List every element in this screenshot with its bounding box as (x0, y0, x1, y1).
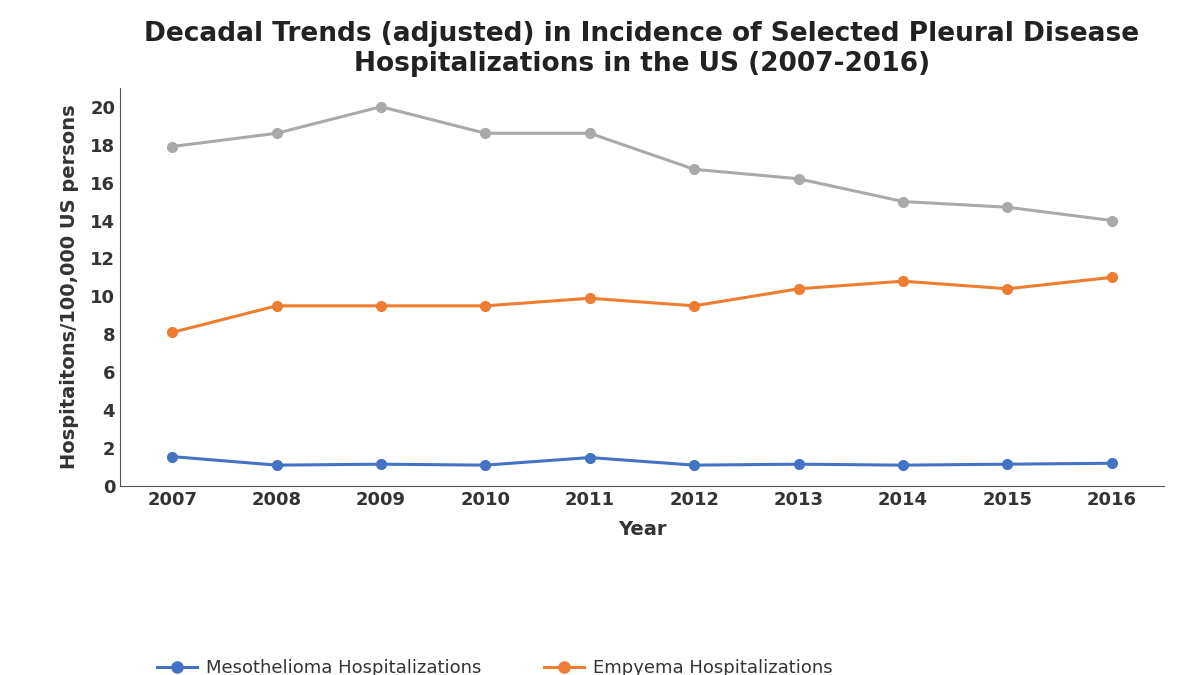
Y-axis label: Hospitaitons/100,000 US persons: Hospitaitons/100,000 US persons (60, 105, 79, 469)
Title: Decadal Trends (adjusted) in Incidence of Selected Pleural Disease
Hospitalizati: Decadal Trends (adjusted) in Incidence o… (144, 21, 1140, 77)
X-axis label: Year: Year (618, 520, 666, 539)
